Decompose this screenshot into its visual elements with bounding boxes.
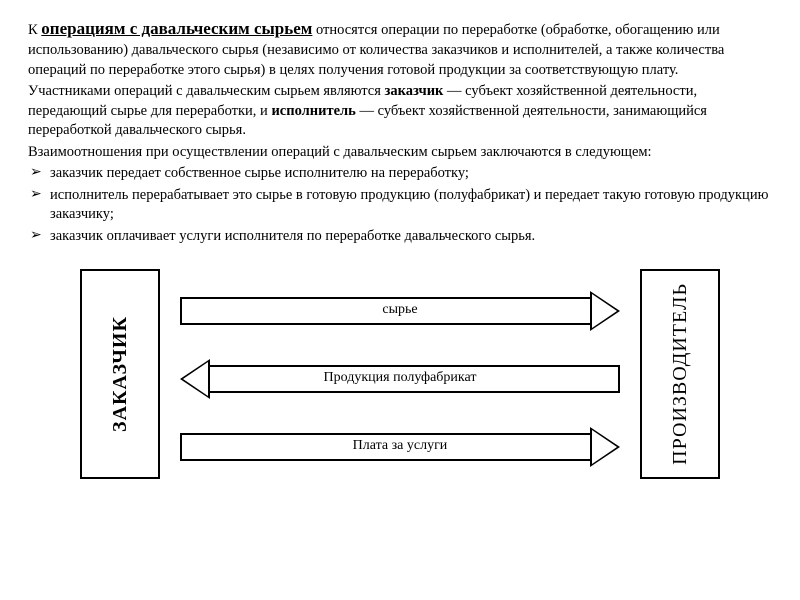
main-term: операциям с давальческим сырьем	[41, 19, 312, 38]
customer-box-label: ЗАКАЗЧИК	[107, 316, 134, 432]
arrow-shaft	[180, 297, 592, 325]
arrow-product: Продукция полуфабрикат	[180, 359, 620, 399]
customer-box: ЗАКАЗЧИК	[80, 269, 160, 479]
arrow-shaft	[208, 365, 620, 393]
arrow-payment: Плата за услуги	[180, 427, 620, 467]
arrow-head-fill	[592, 430, 617, 464]
paragraph-3: Взаимоотношения при осуществлении операц…	[28, 143, 772, 163]
bullet-list: заказчик передает собственное сырье испо…	[28, 164, 772, 246]
producer-box: ПРОИЗВОДИТЕЛЬ	[640, 269, 720, 479]
arrow-raw-material: сырье	[180, 291, 620, 331]
arrow-shaft	[180, 433, 592, 461]
list-item: исполнитель перерабатывает это сырье в г…	[28, 186, 772, 225]
p2-bold-customer: заказчик	[385, 83, 444, 99]
producer-box-label: ПРОИЗВОДИТЕЛЬ	[667, 283, 694, 465]
list-item: заказчик оплачивает услуги исполнителя п…	[28, 227, 772, 247]
paragraph-1: К операциям с давальческим сырьем относя…	[28, 18, 772, 80]
p2-bold-executor: исполнитель	[271, 103, 355, 119]
text-before-term: К	[28, 22, 41, 38]
p2-a: Участниками операций с давальческим сырь…	[28, 83, 385, 99]
arrow-head-fill	[183, 362, 208, 396]
paragraph-2: Участниками операций с давальческим сырь…	[28, 82, 772, 141]
arrow-head-fill	[592, 294, 617, 328]
flow-diagram: ЗАКАЗЧИК ПРОИЗВОДИТЕЛЬ сырье Продукция п…	[50, 269, 750, 489]
list-item: заказчик передает собственное сырье испо…	[28, 164, 772, 184]
